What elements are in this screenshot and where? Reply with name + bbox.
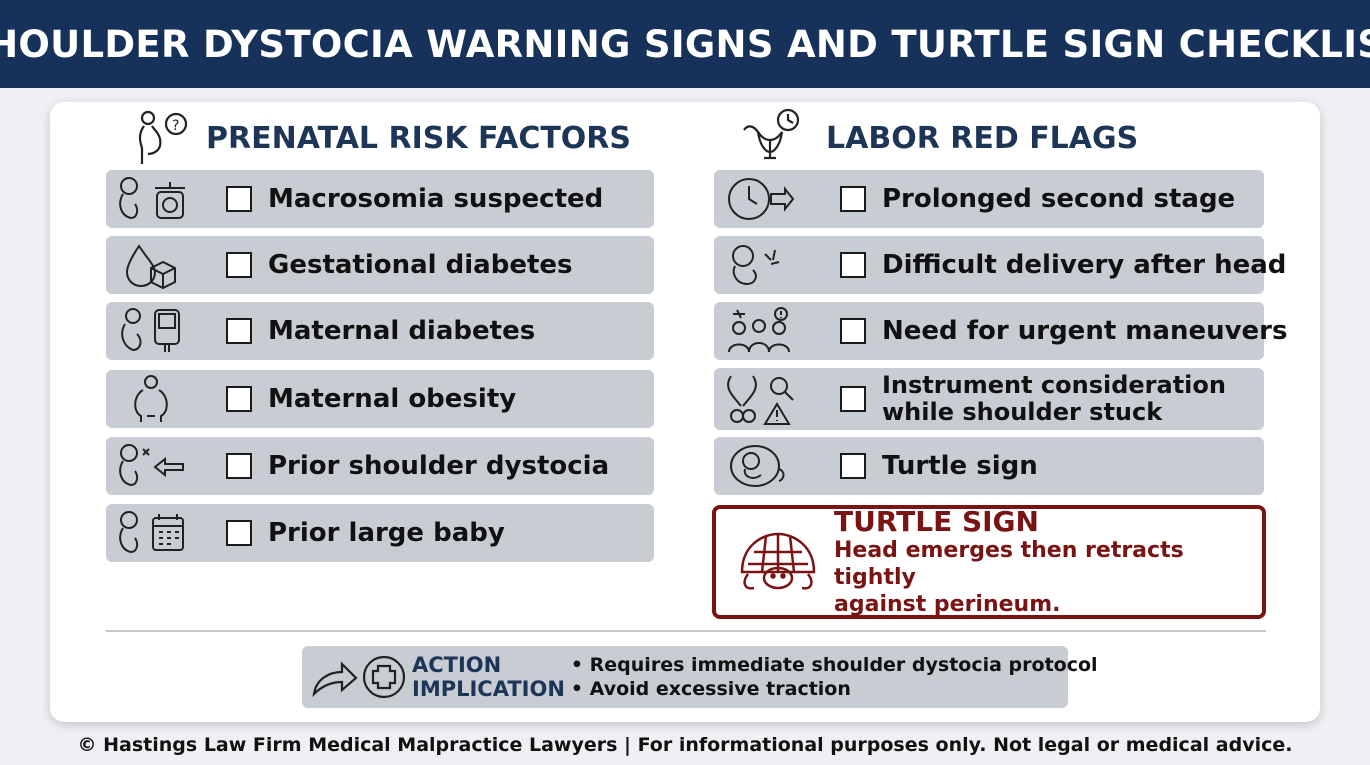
labor-item-label: Difficult delivery after head xyxy=(882,250,1287,280)
callout-line1: Head emerges then retracts tightly xyxy=(834,537,1184,590)
labor-item-label: Turtle sign xyxy=(882,451,1038,481)
prenatal-item-prior-shoulder-dystocia[interactable]: Prior shoulder dystocia xyxy=(106,437,654,495)
prenatal-item-label: Maternal diabetes xyxy=(268,316,536,346)
action-bullet: • Avoid excessive traction xyxy=(570,678,851,700)
labor-item-label-line1: Instrument consideration xyxy=(882,371,1226,399)
uterus-clock-icon xyxy=(743,108,800,160)
footer-disclaimer: © Hastings Law Firm Medical Malpractice … xyxy=(77,734,1293,756)
prenatal-item-label: Maternal obesity xyxy=(268,384,517,414)
prenatal-item-maternal-obesity[interactable]: Maternal obesity xyxy=(106,370,654,428)
callout-title: TURTLE SIGN xyxy=(834,504,1039,538)
labor-heading-text: LABOR RED FLAGS xyxy=(826,120,1139,156)
title-banner: SHOULDER DYSTOCIA WARNING SIGNS AND TURT… xyxy=(0,0,1370,88)
action-implication: ACTION IMPLICATION • Requires immediate … xyxy=(302,646,1098,708)
labor-heading: LABOR RED FLAGS xyxy=(738,106,1138,170)
checkbox-difficult-delivery[interactable] xyxy=(840,252,866,278)
prenatal-item-gestational-diabetes[interactable]: Gestational diabetes xyxy=(106,236,654,294)
labor-item-label: Need for urgent maneuvers xyxy=(882,316,1288,346)
checkbox-urgent-maneuvers[interactable] xyxy=(840,318,866,344)
pregnant-question-icon: ? xyxy=(138,110,188,164)
prenatal-item-label: Macrosomia suspected xyxy=(268,184,604,214)
prenatal-item-macrosomia[interactable]: Macrosomia suspected xyxy=(106,170,654,228)
page-title: SHOULDER DYSTOCIA WARNING SIGNS AND TURT… xyxy=(0,22,1370,66)
prenatal-heading: ? PRENATAL RISK FACTORS xyxy=(128,106,631,170)
labor-item-prolonged-second-stage[interactable]: Prolonged second stage xyxy=(714,170,1264,228)
checkbox-prior-shoulder-dystocia[interactable] xyxy=(226,453,252,479)
action-title-line2: IMPLICATION xyxy=(412,677,565,701)
fetus-head-icon xyxy=(730,445,785,487)
action-bullet: • Requires immediate shoulder dystocia p… xyxy=(570,654,1098,676)
prenatal-item-label: Prior shoulder dystocia xyxy=(268,451,610,481)
checklist-card: ? PRENATAL RISK FACTORS LABOR RED FLAGS … xyxy=(50,102,1320,722)
labor-item-instrument-consideration[interactable]: Instrument consideration while shoulder … xyxy=(714,368,1264,430)
fetus-calendar-icon xyxy=(119,511,184,554)
clock-arrow-icon xyxy=(728,178,795,220)
prenatal-item-prior-large-baby[interactable]: Prior large baby xyxy=(106,504,654,562)
checkbox-prior-large-baby[interactable] xyxy=(226,520,252,546)
prenatal-item-label: Gestational diabetes xyxy=(268,250,573,280)
labor-item-label-line2: while shoulder stuck xyxy=(882,398,1163,426)
arrow-medical-cross-icon xyxy=(312,655,406,699)
checkbox-prolonged-second-stage[interactable] xyxy=(840,186,866,212)
checkbox-maternal-obesity[interactable] xyxy=(226,386,252,412)
svg-text:?: ? xyxy=(172,118,179,134)
checkbox-turtle-sign[interactable] xyxy=(840,453,866,479)
fetus-back-arrow-icon xyxy=(119,444,184,487)
checkbox-macrosomia[interactable] xyxy=(226,186,252,212)
prenatal-item-maternal-diabetes[interactable]: Maternal diabetes xyxy=(106,302,654,360)
fetus-strain-icon xyxy=(732,245,780,286)
labor-item-turtle-sign[interactable]: Turtle sign xyxy=(714,437,1264,495)
checkbox-gestational-diabetes[interactable] xyxy=(226,252,252,278)
labor-item-difficult-delivery[interactable]: Difficult delivery after head xyxy=(714,236,1286,294)
obese-person-icon xyxy=(134,375,168,422)
prenatal-item-label: Prior large baby xyxy=(268,518,505,548)
checkbox-instrument-consideration[interactable] xyxy=(840,386,866,412)
divider xyxy=(106,630,1266,632)
action-title-line1: ACTION xyxy=(412,653,502,677)
turtle-icon xyxy=(740,532,816,590)
fetus-scale-icon xyxy=(119,177,185,220)
turtle-sign-callout: TURTLE SIGN Head emerges then retracts t… xyxy=(712,505,1266,619)
checkbox-maternal-diabetes[interactable] xyxy=(226,318,252,344)
medical-team-icon xyxy=(728,307,790,353)
labor-item-urgent-maneuvers[interactable]: Need for urgent maneuvers xyxy=(714,302,1287,360)
forceps-warning-icon xyxy=(727,375,794,425)
labor-item-label: Prolonged second stage xyxy=(882,184,1236,214)
prenatal-heading-text: PRENATAL RISK FACTORS xyxy=(206,120,632,156)
pregnant-glucometer-icon xyxy=(121,308,180,352)
callout-line2: against perineum. xyxy=(834,591,1061,617)
drop-sugar-cube-icon xyxy=(125,244,176,290)
